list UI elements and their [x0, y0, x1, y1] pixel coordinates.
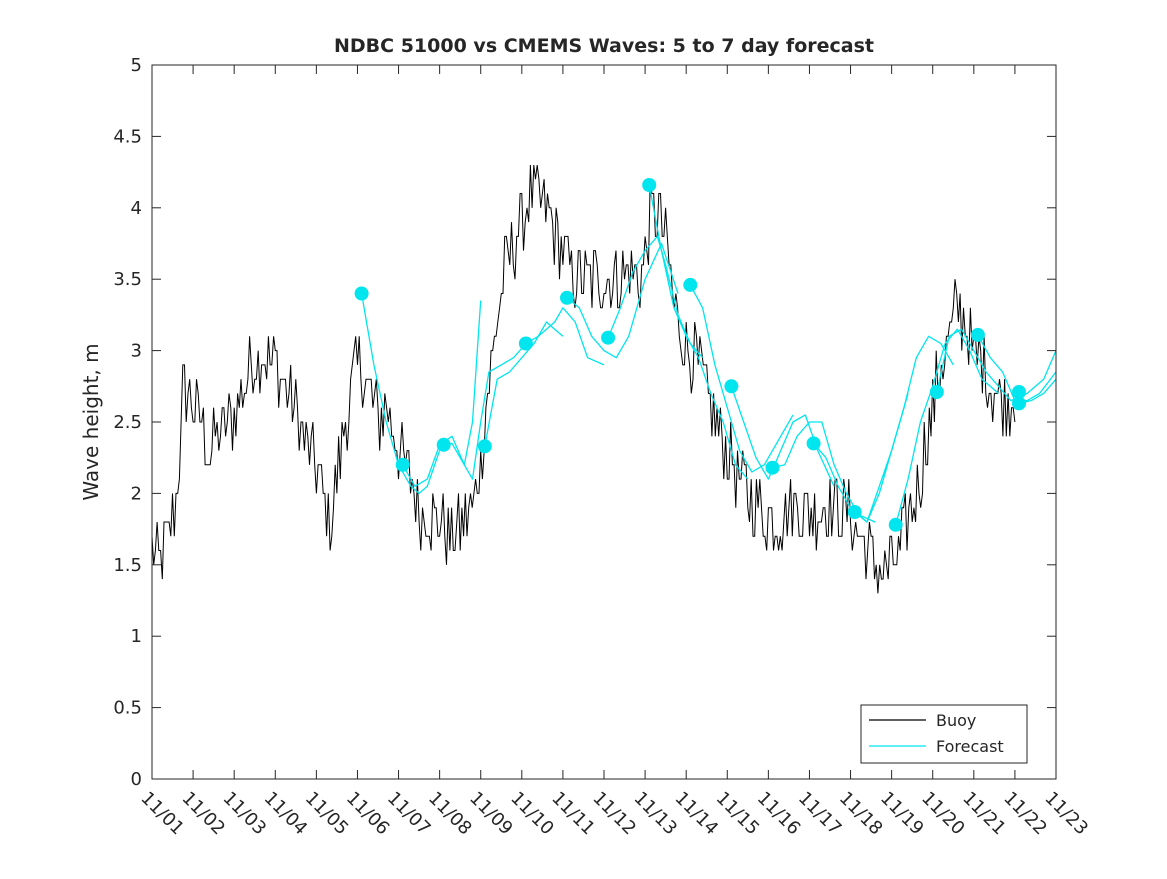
y-tick-label-2: 1 — [131, 626, 142, 647]
chart-title: NDBC 51000 vs CMEMS Waves: 5 to 7 day fo… — [334, 35, 874, 57]
forecast-marker-7 — [642, 178, 657, 192]
legend: Buoy Forecast — [860, 704, 1028, 764]
forecast-segment-12 — [854, 335, 954, 523]
forecast-marker-2 — [436, 437, 451, 452]
legend-forecast-label: Forecast — [936, 737, 1004, 756]
forecast-marker-3 — [477, 439, 492, 454]
legend-box — [860, 704, 1028, 764]
forecast-marker-14 — [929, 385, 944, 399]
forecast-segment-6 — [607, 235, 704, 359]
y-tick-label-5: 2.5 — [113, 412, 142, 433]
forecast-segment-14 — [936, 328, 1057, 402]
forecast-segment-2 — [443, 343, 527, 480]
forecast-segment-5 — [566, 242, 679, 359]
y-tick-label-0: 0 — [131, 769, 142, 790]
buoy-series-line — [151, 164, 1016, 594]
y-tick-label-6: 3 — [131, 341, 142, 362]
forecast-segment-0 — [360, 293, 441, 495]
forecast-segment-3 — [484, 321, 564, 447]
legend-buoy-label: Buoy — [936, 711, 976, 730]
forecast-marker-1 — [395, 457, 410, 472]
forecast-marker-15 — [970, 327, 985, 342]
forecast-marker-13 — [888, 517, 903, 532]
forecast-marker-12 — [847, 505, 862, 519]
y-tick-label-4: 2 — [131, 483, 142, 504]
y-tick-label-10: 5 — [131, 55, 142, 76]
forecast-marker-16 — [1012, 385, 1026, 399]
forecast-marker-6 — [601, 330, 616, 345]
forecast-marker-4 — [518, 336, 533, 351]
forecast-marker-0 — [354, 286, 369, 301]
forecast-marker-5 — [560, 290, 574, 305]
forecast-segment-8 — [689, 284, 794, 473]
marker-layer — [354, 178, 1026, 532]
forecast-marker-10 — [765, 460, 780, 475]
y-tick-label-7: 3.5 — [113, 269, 142, 290]
forecast-segment-13 — [895, 328, 999, 525]
forecast-segment-4 — [525, 307, 605, 366]
forecast-marker-11 — [806, 436, 821, 451]
forecast-marker-9 — [724, 379, 739, 394]
forecast-segment-7 — [648, 184, 749, 480]
forecast-marker-17 — [1012, 396, 1026, 411]
y-tick-label-3: 1.5 — [113, 555, 142, 576]
y-tick-label-9: 4.5 — [113, 126, 142, 147]
y-tick-label-8: 4 — [131, 198, 142, 219]
series-layer — [151, 164, 1057, 594]
forecast-marker-8 — [683, 277, 698, 292]
y-tick-label-1: 0.5 — [113, 698, 142, 719]
y-axis-label: Wave height, m — [79, 343, 103, 500]
